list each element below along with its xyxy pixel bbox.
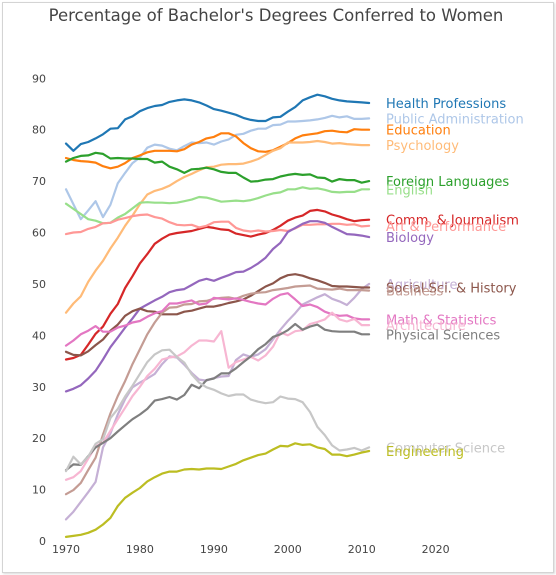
chart-title: Percentage of Bachelor's Degrees Conferr… [48,6,504,25]
series-label-biology: Biology [386,231,434,246]
series-line-computer-science [64,348,371,473]
series-label-architecture: Architecture [386,319,466,334]
series-label-public-administration: Public Administration [386,112,524,127]
x-tick-label: 2020 [422,543,450,556]
series-label-math-statistics: Math & Statistics [386,313,497,328]
y-tick-label: 50 [32,278,46,291]
x-tick-label: 1990 [200,543,228,556]
series-line-math-statistics [64,292,371,347]
axes: 0 10 20 30 40 50 60 70 80 90 1970 1980 1990 2000 2010 2… [32,72,450,556]
series-label-agriculture: Agriculture [386,278,458,293]
series-label-physical-sciences: Physical Sciences [386,328,500,343]
y-tick-label: 30 [32,381,46,394]
x-tick-label: 2010 [348,543,376,556]
series-label-social-sci-history: Social Sci. & History [386,282,517,297]
series-line-english [64,186,371,225]
series-line-architecture [64,311,371,481]
y-tick-label: 60 [32,227,46,240]
series-line-education [64,128,371,170]
y-tick-label: 10 [32,484,46,497]
series-line-foreign-languages [64,151,371,184]
y-tick-label: 90 [32,72,46,85]
series-label-comm-journalism: Comm. & Journalism [386,214,519,229]
series-label-education: Education [386,124,451,139]
x-tick-label: 2000 [274,543,302,556]
series-line-engineering [64,442,371,539]
series-line-business [64,284,371,496]
series-label-foreign-languages: Foreign Languages [386,175,509,190]
y-tick-label: 0 [39,535,46,548]
series-line-health-professions [64,93,371,152]
y-tick-label: 70 [32,175,46,188]
series-line-physical-sciences [64,322,371,472]
series-line-social-sci-history [64,273,371,357]
series-label-engineering: Engineering [386,445,464,460]
series-line-psychology [64,139,371,314]
series-label-computer-science: Computer Science [386,441,505,456]
y-tick-label: 20 [32,432,46,445]
series-line-biology [64,220,371,393]
series-label-english: English [386,183,433,198]
series-label-art-performance: Art & Performance [386,220,506,235]
y-tick-label: 40 [32,329,46,342]
series-label-health-professions: Health Professions [386,97,506,112]
series-label-psychology: Psychology [386,139,459,154]
series-line-public-administration [64,114,371,221]
series-lines [64,93,371,539]
x-tick-label: 1980 [126,543,154,556]
y-tick-label: 80 [32,124,46,137]
series-line-art-performance [64,213,371,236]
x-tick-label: 1970 [52,543,80,556]
series-line-comm-journalism [64,208,371,361]
series-label-business: Business [386,285,444,300]
